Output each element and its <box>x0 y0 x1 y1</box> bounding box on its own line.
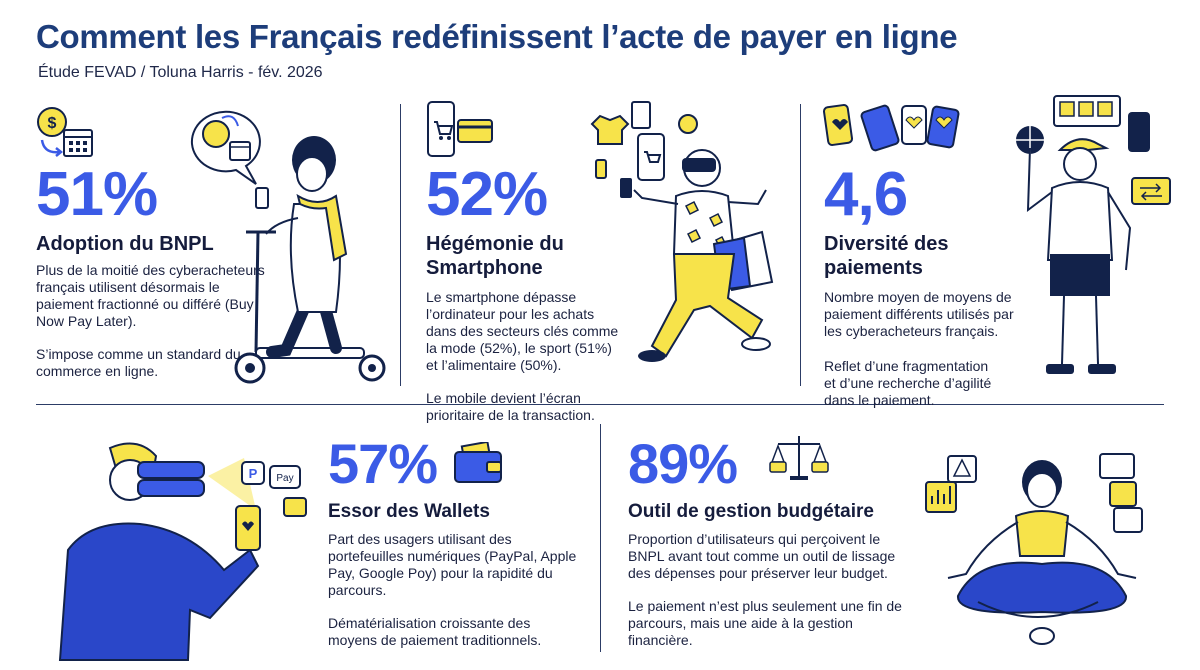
panel-budget: 89% Outil de gestion budgétaire Proporti… <box>628 436 918 649</box>
stat-wallets: 57% <box>328 432 438 495</box>
panel-wallets: 57% Essor des Wallets Part des usagers u… <box>328 436 588 649</box>
svg-text:$: $ <box>48 115 57 132</box>
page-title: Comment les Français redéfinissent l’act… <box>36 18 958 55</box>
text-wallets-2: Dématérialisation croissante des moyens … <box>328 615 542 649</box>
heading-wallets: Essor des Wallets <box>328 501 490 522</box>
divider-horizontal <box>36 404 1164 405</box>
balance-scale-icon <box>769 436 829 480</box>
panel-bnpl: 51% Adoption du BNPL Plus de la moitié d… <box>36 164 266 380</box>
panel-diversite: 4,6 Diversité des paiements Nombre moyen… <box>824 164 1024 409</box>
text-diversite-2: Reflet d’une fragmentation et d’une rech… <box>824 357 992 408</box>
shopper-vr-illustration <box>590 101 774 362</box>
text-bnpl-2: S’impose comme un standard du commerce e… <box>36 346 241 380</box>
divider-top-2 <box>800 104 801 386</box>
paypal-icon: P <box>249 466 258 481</box>
heading-smartphone: Hégémonie du Smartphone <box>426 233 564 280</box>
text-wallets-1: Part des usagers utilisant des portefeui… <box>328 531 577 599</box>
basketball-player-illustration <box>1016 95 1171 374</box>
stat-budget: 89% <box>628 432 738 495</box>
panel-smartphone: 52% Hégémonie du Smartphone Le smartphon… <box>426 164 626 424</box>
stat-bnpl: 51% <box>36 160 158 229</box>
meditation-woman-illustration <box>925 453 1143 645</box>
divider-top-1 <box>400 104 401 386</box>
stat-diversite: 4,6 <box>824 160 908 229</box>
text-smartphone-1: Le smartphone dépasse l’ordinateur pour … <box>426 288 619 373</box>
smartphone-cart-card-icon <box>427 101 493 157</box>
stat-smartphone: 52% <box>426 160 548 229</box>
payment-cards-icon <box>822 104 960 152</box>
heading-bnpl: Adoption du BNPL <box>36 233 214 255</box>
heading-diversite: Diversité des paiements <box>824 233 949 280</box>
text-budget-1: Proportion d’utilisateurs qui perçoivent… <box>628 531 896 582</box>
page-subtitle: Étude FEVAD / Toluna Harris - fév. 2026 <box>38 64 323 81</box>
text-bnpl-1: Plus de la moitié des cyberacheteurs fra… <box>36 262 265 330</box>
wallet-icon <box>454 442 503 483</box>
divider-bottom <box>600 424 601 652</box>
dollar-calendar-icon: $ <box>37 107 93 157</box>
text-smartphone-2: Le mobile devient l’écran prioritaire de… <box>426 389 595 423</box>
heading-budget: Outil de gestion budgétaire <box>628 501 874 522</box>
text-budget-2: Le paiement n’est plus seulement une fin… <box>628 598 902 649</box>
apple-pay-icon: Pay <box>276 473 293 484</box>
binoculars-man-illustration: P Pay <box>58 442 307 661</box>
scooter-woman-illustration <box>190 110 386 384</box>
text-diversite-1: Nombre moyen de moyens de paiement diffé… <box>824 288 1014 339</box>
